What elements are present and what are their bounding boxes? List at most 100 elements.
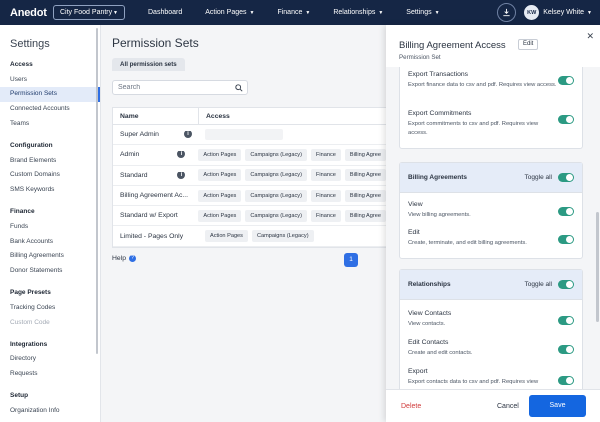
nav-label: Settings — [406, 9, 432, 16]
page-title: Permission Sets — [112, 36, 199, 50]
toggle-export-contacts[interactable] — [558, 376, 574, 385]
sidebar-item-tracking-codes[interactable]: Tracking Codes — [10, 303, 56, 311]
nav-label: Finance — [277, 9, 303, 16]
help-label: Help — [112, 255, 126, 262]
nav-settings[interactable]: Settings ▼ — [406, 9, 439, 16]
permission-set-name-text: Standard w/ Export — [120, 212, 178, 220]
permission-view-billing: View View billing agreements. — [408, 201, 558, 220]
search-icon[interactable] — [235, 84, 243, 92]
download-button[interactable] — [497, 3, 517, 22]
access-chip: Finance — [310, 169, 341, 182]
toggle-view-billing[interactable] — [558, 207, 574, 216]
sidebar-item-connected-accounts[interactable]: Connected Accounts — [10, 105, 70, 113]
toggle-switch[interactable] — [558, 280, 574, 289]
sidebar-item-organization-info[interactable]: Organization Info — [10, 406, 60, 414]
sidebar-item-funds[interactable]: Funds — [10, 222, 29, 230]
permission-set-name-text: Admin — [120, 151, 140, 159]
finance-permissions-card: Export Transactions Export finance data … — [399, 67, 583, 149]
access-chip: Action Pages — [198, 148, 242, 161]
access-chip: Billing Agree — [344, 189, 386, 202]
user-menu[interactable]: Kelsey White ▼ — [543, 9, 592, 16]
sidebar-section-configuration: Configuration — [10, 141, 53, 149]
help-link[interactable]: Help ? — [112, 255, 136, 262]
sidebar-item-brand-elements[interactable]: Brand Elements — [10, 156, 57, 164]
permission-description: Export commitments to csv and pdf. Requi… — [408, 121, 539, 136]
toggle-edit-contacts[interactable] — [558, 345, 574, 354]
card-header: Billing Agreements Toggle all — [400, 163, 582, 193]
table-row[interactable]: Super Admin i — [113, 125, 386, 146]
column-header-name: Name — [120, 112, 139, 120]
org-selector[interactable]: City Food Pantry ▼ — [53, 5, 125, 20]
toggle-edit-billing[interactable] — [558, 235, 574, 244]
permission-export-commitments: Export Commitments Export commitments to… — [408, 110, 558, 137]
access-chip: Campaigns (Legacy) — [245, 189, 307, 202]
table-row[interactable]: Limited - Pages Only Action Pages Campaign… — [113, 226, 386, 247]
nav-finance[interactable]: Finance ▼ — [277, 9, 310, 16]
permission-view-contacts: View Contacts View contacts. — [408, 310, 558, 329]
permission-title: View Contacts — [408, 310, 452, 317]
info-icon[interactable]: i — [177, 171, 186, 179]
nav-dashboard[interactable]: Dashboard — [148, 9, 182, 16]
chevron-down-icon: ▼ — [434, 9, 440, 16]
sidebar-item-sms-keywords[interactable]: SMS Keywords — [10, 186, 55, 193]
sidebar-scrollbar[interactable] — [96, 28, 98, 354]
sidebar-item-billing-agreements[interactable]: Billing Agreements — [10, 252, 64, 260]
permission-set-name-text: Billing Agreement Ac... — [120, 192, 189, 200]
delete-button[interactable]: Delete — [401, 403, 422, 410]
permission-set-name-text: Super Admin — [120, 131, 159, 139]
sidebar-item-donor-statements[interactable]: Donor Statements — [10, 266, 63, 274]
access-chip: Campaigns (Legacy) — [245, 148, 307, 161]
search-box — [112, 80, 248, 95]
access-chip: Campaigns (Legacy) — [245, 209, 307, 222]
permission-set-drawer: Billing Agreement Access Edit Permission… — [386, 25, 600, 422]
table-row[interactable]: Standard i Action Pages Campaigns (Legacy) F… — [113, 166, 386, 186]
info-icon[interactable]: i — [177, 151, 186, 159]
tab-all-permission-sets[interactable]: All permission sets — [112, 58, 185, 71]
table-footer: Help ? 1 — [112, 253, 382, 267]
edit-button[interactable]: Edit — [518, 39, 539, 50]
chevron-down-icon: ▼ — [587, 9, 592, 16]
permission-set-name: Limited - Pages Only — [113, 233, 198, 240]
table-row[interactable]: Admin i Action Pages Campaigns (Legacy) Fina… — [113, 145, 386, 166]
sidebar-item-bank-accounts[interactable]: Bank Accounts — [10, 237, 53, 245]
table-row[interactable]: Standard w/ Export Action Pages Campaigns … — [113, 206, 386, 227]
toggle-all-label: Toggle all — [524, 174, 552, 181]
sidebar-item-directory[interactable]: Directory — [10, 355, 37, 363]
toggle-all-billing[interactable]: Toggle all — [525, 173, 574, 182]
pagination-page-button[interactable]: 1 — [344, 253, 358, 267]
access-cell: Action Pages Campaigns (Legacy) Finance Bil… — [191, 189, 386, 202]
sidebar-item-teams[interactable]: Teams — [10, 119, 30, 127]
nav-relationships[interactable]: Relationships ▼ — [333, 9, 383, 16]
cancel-button[interactable]: Cancel — [497, 403, 519, 410]
close-icon[interactable]: ✕ — [586, 31, 594, 41]
sidebar-item-users[interactable]: Users — [10, 75, 27, 83]
access-chip: Campaigns (Legacy) — [251, 230, 314, 243]
sidebar-item-permission-sets[interactable]: Permission Sets — [0, 87, 100, 103]
table-row[interactable]: Billing Agreement Ac... Action Pages Campa… — [113, 186, 386, 207]
access-chip: Action Pages — [198, 169, 242, 182]
permission-description: Export finance data to csv and pdf. Requ… — [408, 82, 557, 88]
toggle-all-relationships[interactable]: Toggle all — [525, 280, 574, 289]
toggle-switch[interactable] — [558, 173, 574, 182]
permission-set-name: Standard w/ Export — [113, 212, 191, 219]
sidebar-item-custom-code[interactable]: Custom Code — [10, 318, 50, 326]
nav-action-pages[interactable]: Action Pages ▼ — [205, 9, 254, 16]
toggle-view-contacts[interactable] — [558, 316, 574, 325]
access-chip: Campaigns (Legacy) — [245, 169, 307, 182]
save-button[interactable]: Save — [529, 395, 586, 417]
toggle-export-transactions[interactable] — [558, 76, 574, 85]
sidebar-item-requests[interactable]: Requests — [10, 370, 38, 378]
permission-set-name-text: Limited - Pages Only — [120, 232, 184, 240]
settings-sidebar: Settings Access Users Permission Sets Co… — [0, 25, 101, 422]
info-icon[interactable]: i — [184, 131, 192, 139]
sidebar-item-custom-domains[interactable]: Custom Domains — [10, 171, 60, 179]
search-input[interactable] — [118, 84, 236, 91]
drawer-scrollbar[interactable] — [596, 212, 599, 322]
avatar[interactable]: KW — [524, 5, 540, 20]
nav-label: Relationships — [333, 9, 376, 16]
permission-set-name: Standard i — [113, 171, 191, 179]
top-nav-bar: Anedot City Food Pantry ▼ Dashboard Acti… — [0, 0, 600, 25]
toggle-export-commitments[interactable] — [558, 115, 574, 124]
anedot-logo[interactable]: Anedot — [10, 6, 47, 19]
access-chip: Action Pages — [205, 230, 248, 243]
